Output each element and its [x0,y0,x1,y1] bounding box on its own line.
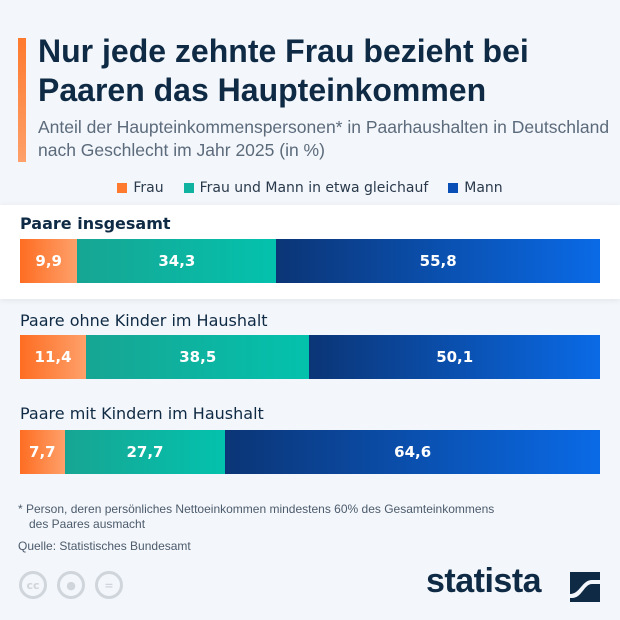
legend-item: Frau [117,180,164,196]
footnote-continued: des Paares ausmacht [29,517,146,531]
bar-segment-frau-und-mann-in-etwa-gleichauf: 38,5 [86,335,310,379]
footnote: * Person, deren persönliches Nettoeinkom… [18,502,495,516]
bar-row: 7,7 27,7 64,6 [20,430,600,474]
bar-segment-frau: 11,4 [20,335,87,379]
data-label: 34,3 [158,252,196,270]
bar-segment-mann: 50,1 [309,335,600,379]
by-icon[interactable]: ● [57,571,85,599]
bar-segment-frau: 7,7 [20,430,65,474]
chart-title: Nur jede zehnte Frau bezieht bei Paaren … [38,33,529,108]
data-label: 38,5 [179,348,217,366]
data-label: 55,8 [419,252,457,270]
legend-swatch [448,183,459,193]
legend: Frau Frau und Mann in etwa gleichauf Man… [0,180,620,196]
bar-segment-frau: 9,9 [20,239,78,283]
statista-logo[interactable]: statista [426,562,542,600]
legend-item: Frau und Mann in etwa gleichauf [183,180,429,196]
data-label: 7,7 [29,443,56,461]
data-label: 27,7 [126,443,164,461]
bar-segment-frau-und-mann-in-etwa-gleichauf: 27,7 [64,430,226,474]
bar-segment-frau-und-mann-in-etwa-gleichauf: 34,3 [77,239,277,283]
data-label: 50,1 [436,348,474,366]
bar-segment-mann: 55,8 [276,239,600,283]
legend-item: Mann [448,180,503,196]
data-label: 11,4 [34,348,72,366]
data-label: 9,9 [35,252,62,270]
chart-subtitle: Anteil der Haupteinkommenspersonen* in P… [38,117,610,160]
legend-swatch [117,183,128,193]
legend-label: Frau und Mann in etwa gleichauf [199,180,429,196]
bar-segment-mann: 64,6 [225,430,600,474]
nd-icon[interactable]: = [95,571,123,599]
source: Quelle: Statistisches Bundesamt [18,539,191,553]
category-label: Paare mit Kindern im Haushalt [20,404,264,423]
legend-label: Mann [464,180,503,196]
statista-logo-icon [570,572,600,602]
legend-swatch [183,183,194,193]
category-label: Paare insgesamt [20,214,171,233]
title-accent-bar [18,38,26,162]
header: Nur jede zehnte Frau bezieht bei Paaren … [38,32,614,162]
category-label: Paare ohne Kinder im Haushalt [20,311,268,330]
bar-row: 11,4 38,5 50,1 [20,335,600,379]
data-label: 64,6 [394,443,432,461]
bar-row: 9,9 34,3 55,8 [20,239,600,283]
legend-label: Frau [133,180,164,196]
cc-icon[interactable]: cc [19,571,47,599]
